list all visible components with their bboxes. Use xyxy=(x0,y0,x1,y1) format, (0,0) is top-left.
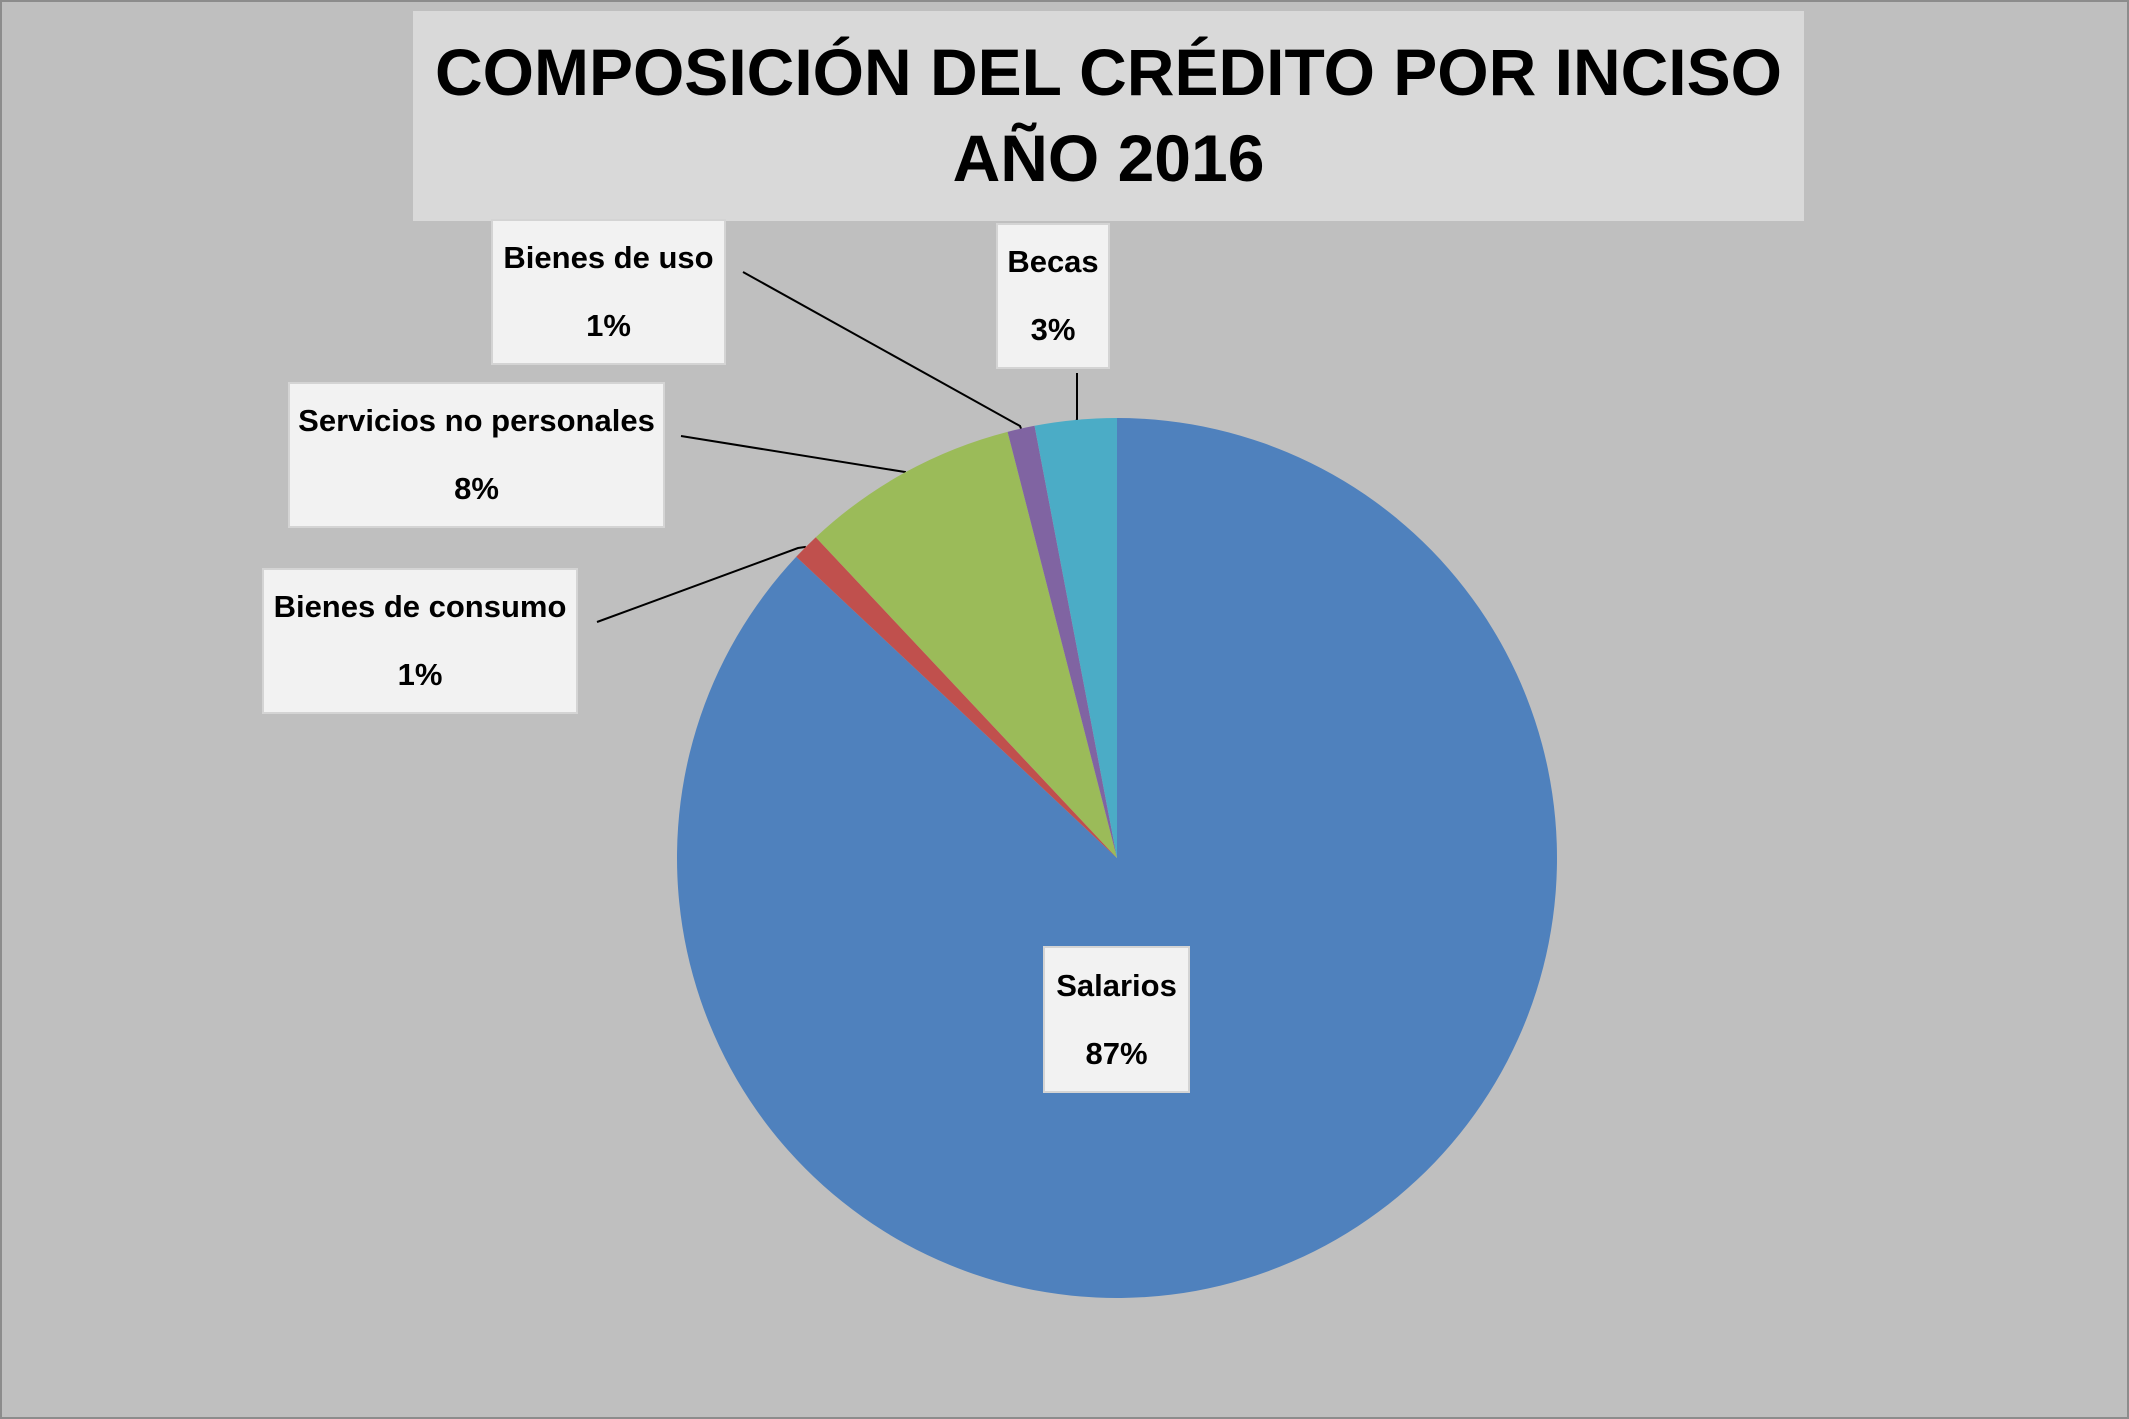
chart-title-box: COMPOSICIÓN DEL CRÉDITO POR INCISO AÑO 2… xyxy=(413,11,1804,221)
data-label-name: Bienes de consumo xyxy=(273,589,567,624)
pie-slice-bienes-de-uso xyxy=(1007,425,1117,858)
pie-slices xyxy=(676,418,1557,1298)
leader-lines xyxy=(596,271,1078,623)
data-label-percent: 8% xyxy=(454,471,499,506)
chart-title: COMPOSICIÓN DEL CRÉDITO POR INCISO xyxy=(434,35,1783,110)
data-label-salarios: Salarios 87% xyxy=(1043,946,1190,1093)
data-label-name: Salarios xyxy=(1056,967,1177,1003)
leader-line-servicios-no-personales xyxy=(680,435,907,473)
pie-slice-becas xyxy=(1034,418,1117,858)
data-label-bienes-de-uso: Bienes de uso 1% xyxy=(491,219,726,365)
pie-slice-bienes-de-consumo xyxy=(796,537,1117,858)
leader-line-bienes-de-consumo xyxy=(596,545,807,623)
leader-line-becas xyxy=(1074,373,1078,423)
data-label-percent: 87% xyxy=(1085,1035,1148,1071)
data-label-percent: 3% xyxy=(1030,312,1076,347)
leader-line-bienes-de-uso xyxy=(742,271,1022,429)
data-label-name: Becas xyxy=(1007,244,1099,279)
data-label-name: Servicios no personales xyxy=(298,403,655,438)
data-label-bienes-de-consumo: Bienes de consumo 1% xyxy=(262,568,578,714)
pie-slice-servicios-no-personales xyxy=(815,431,1117,858)
data-label-servicios-no-personales: Servicios no personales 8% xyxy=(288,382,665,528)
chart-subtitle: AÑO 2016 xyxy=(952,121,1265,195)
data-label-percent: 1% xyxy=(397,657,443,692)
data-label-becas: Becas 3% xyxy=(996,223,1110,369)
data-label-percent: 1% xyxy=(586,308,631,343)
data-label-name: Bienes de uso xyxy=(503,240,714,275)
